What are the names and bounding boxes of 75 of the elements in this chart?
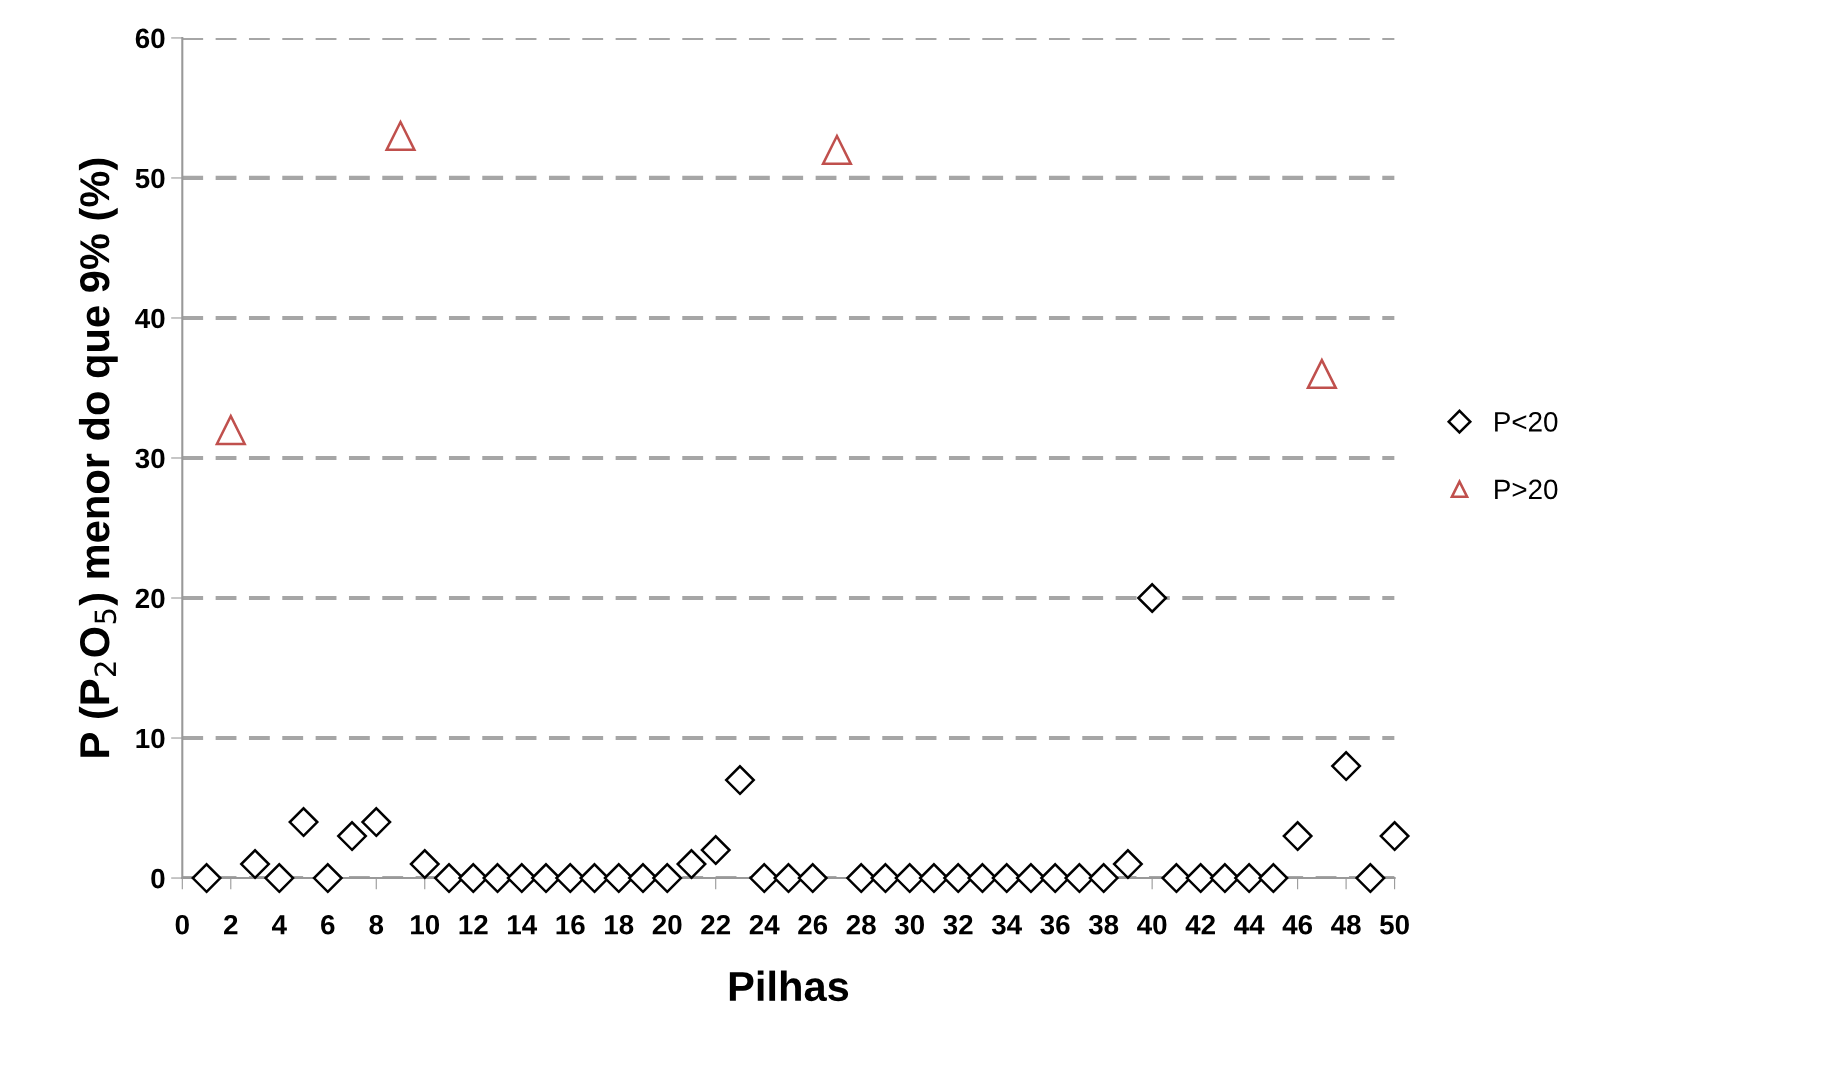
y-tick-label: 10 (136, 728, 165, 749)
x-tick-label: 6 (321, 914, 335, 935)
y-tick-label: 50 (135, 168, 165, 189)
point (409, 849, 440, 880)
point (676, 849, 707, 880)
point (1379, 821, 1410, 852)
point (652, 863, 683, 894)
point (264, 863, 295, 894)
x-tick-label: 32 (943, 914, 973, 935)
y-tick-label: 60 (135, 28, 165, 49)
point (1185, 863, 1216, 894)
y-tick-label: 20 (135, 588, 165, 609)
x-tick-label: 50 (1380, 914, 1409, 935)
point (1137, 583, 1168, 614)
legend-label: P>20 (1495, 479, 1558, 500)
point (700, 835, 731, 866)
x-tick-label: 14 (508, 915, 538, 935)
point (337, 821, 368, 852)
y-axis-title: P (P$_{2}$O$_{5}$) menor do que 9% (%) (78, 158, 118, 757)
x-tick-label: 40 (1137, 914, 1167, 935)
point (579, 863, 610, 894)
point (797, 863, 828, 894)
point (1331, 751, 1362, 782)
x-tick-label: 20 (652, 914, 682, 935)
point (434, 863, 464, 894)
x-tick-label: 26 (798, 914, 828, 935)
point (288, 807, 319, 838)
y-tick-label: 0 (151, 868, 165, 889)
point (312, 863, 343, 894)
point (1015, 863, 1046, 894)
x-tick-label: 36 (1040, 914, 1070, 935)
point (482, 863, 513, 894)
point (1112, 849, 1143, 880)
point (724, 765, 755, 796)
x-tick-label: 16 (556, 914, 585, 935)
x-tick-label: 42 (1185, 914, 1215, 935)
point (603, 863, 634, 894)
x-tick-label: 34 (991, 914, 1022, 935)
point (918, 863, 949, 894)
point (361, 807, 392, 838)
point (991, 863, 1022, 894)
point (385, 120, 416, 152)
x-tick-label: 10 (411, 914, 440, 935)
x-tick-label: 0 (175, 914, 189, 935)
point (1306, 358, 1337, 390)
x-tick-label: 48 (1331, 914, 1361, 935)
legend-label: P<20 (1495, 412, 1558, 432)
y-tick-label: 40 (135, 308, 165, 329)
x-tick-label: 18 (605, 914, 634, 935)
point (821, 134, 853, 166)
x-tick-label: 2 (224, 914, 238, 935)
x-tick-label: 8 (369, 914, 384, 935)
x-tick-label: 22 (701, 914, 731, 935)
point (530, 863, 561, 894)
point (894, 863, 925, 894)
point (1258, 863, 1289, 894)
point (1088, 863, 1119, 894)
x-tick-label: 24 (749, 914, 780, 935)
x-axis-title: Pilhas (729, 970, 849, 1002)
x-tick-label: 4 (271, 915, 287, 935)
point (506, 863, 537, 894)
point (191, 863, 222, 894)
point (1282, 821, 1313, 852)
point (1355, 863, 1386, 894)
y-tick-label: 30 (135, 448, 165, 469)
x-tick-label: 12 (459, 914, 488, 935)
point (627, 863, 658, 894)
point (1209, 863, 1240, 894)
x-tick-label: 38 (1088, 914, 1119, 935)
point (215, 414, 246, 446)
point (240, 849, 271, 880)
x-tick-label: 46 (1282, 914, 1313, 935)
x-tick-label: 30 (894, 914, 924, 935)
x-tick-label: 28 (846, 914, 876, 935)
x-tick-label: 44 (1234, 915, 1265, 935)
